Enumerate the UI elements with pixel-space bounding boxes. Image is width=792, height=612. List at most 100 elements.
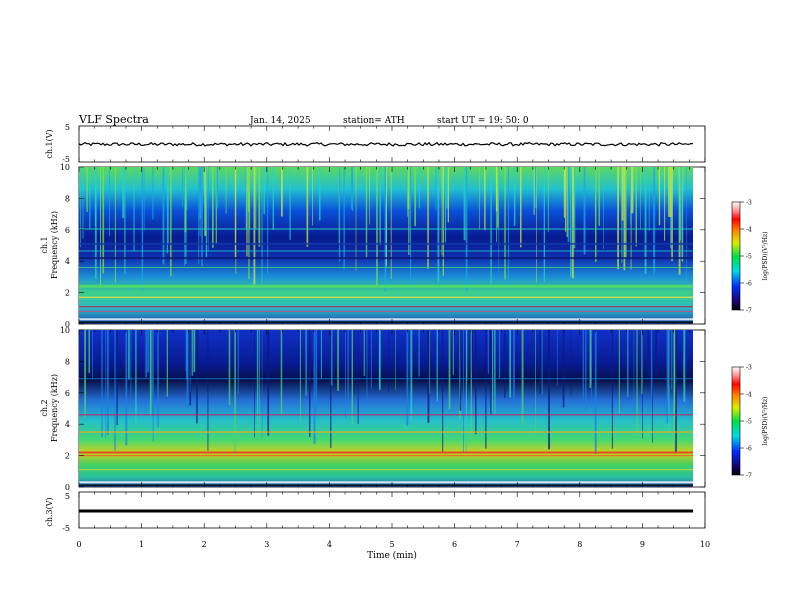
spectrogram-streak [410,167,412,290]
spectrogram-streak [379,167,381,246]
spectrogram-band [79,296,693,299]
spectrogram-streak [470,330,472,441]
spectrogram-streak [254,330,255,438]
spectrogram-streak [186,330,189,408]
spectrogram-streak [122,167,125,218]
spectrogram-streak [351,167,354,211]
spectrogram-streak [465,330,467,453]
spectrogram-streak [668,330,670,438]
spectrogram-streak [648,167,650,231]
spectrogram-streak [319,167,321,221]
ch1-waveform-panel: 5 -5 ch.1(V) [45,123,706,164]
spectrogram-streak [378,330,380,388]
spectrogram-streak [261,330,263,437]
spectrogram-streak [447,167,449,223]
spectrogram-streak [520,167,522,248]
x-tick-label: 8 [577,540,582,549]
spectrogram-streak [565,167,567,232]
figure-title: VLF Spectra [78,113,149,126]
x-tick-label: 5 [389,540,394,549]
spectrogram-streak [495,167,498,212]
spectrogram-band [79,378,693,380]
spectrogram-band [79,228,693,230]
spectrogram-streak [330,330,333,386]
x-tick-label: 1 [139,540,144,549]
spectrogram-streak [492,330,494,411]
spectrogram-streak [536,167,537,283]
spectrogram-band [79,310,693,312]
spectrogram-streak [658,167,661,225]
spectrogram-streak [267,167,269,275]
spectrogram-streak [406,330,409,426]
spectrogram-streak [199,167,202,219]
spectrogram-streak [212,167,214,248]
spectrogram-streak [166,330,168,397]
spectrogram-streak [567,167,570,242]
spectrogram-streak [497,167,499,228]
spectrogram-streak [513,167,516,226]
spectrogram-streak [351,330,353,426]
spectrogram-streak [463,330,464,453]
spectrogram-streak [466,330,468,382]
spectrogram-streak [573,167,576,249]
spectrogram-streak [182,167,184,207]
ch3-waveform-panel: 5 -5 ch.3(V) [45,491,706,533]
spectrogram-streak [185,330,188,372]
spectrogram-streak [595,167,597,262]
spectrogram-streak [228,330,231,405]
ch1-ytick-bottom: -5 [62,155,70,164]
spectrogram-streak [683,330,686,402]
spectrogram-streak [548,330,550,450]
spectrogram-streak [594,330,597,454]
colorbar-tick-label: -3 [746,200,752,207]
x-tick-label: 9 [640,540,645,549]
spectrogram-band [79,306,693,308]
spectrogram-streak [570,330,572,397]
y-tick-label: 8 [65,357,70,366]
spectrogram-streak [376,167,378,286]
spectrogram-streak [363,330,365,376]
spectrogram-streak [89,167,91,230]
spectrogram-streak [418,330,420,377]
spectrogram-streak [207,330,209,451]
spectrogram-streak [427,167,429,269]
spectrogram-streak [312,167,313,226]
x-tick-label: 0 [76,540,81,549]
colorbar-tick-label: -4 [746,392,752,399]
spectrogram-streak [198,167,200,264]
spectrogram-streak [572,167,574,279]
ch2-spec-ylabel-freq: Frequency (kHz) [50,374,59,442]
spectrogram-streak [320,330,322,379]
spectrogram-streak [539,330,542,394]
spectrogram-streak [446,167,448,209]
spectrogram-streak [494,330,496,415]
spectrogram-band [79,257,693,260]
spectrogram-streak [386,167,387,266]
spectrogram-streak [582,330,584,400]
spectrogram-streak [647,330,650,376]
spectrogram-band [79,484,693,487]
spectrogram-streak [669,167,672,217]
y-tick-label: 8 [65,194,70,203]
spectrogram-streak [309,330,311,438]
spectrogram-streak [168,167,169,244]
spectrogram-streak [598,167,600,226]
spectrogram-streak [507,167,509,287]
ch1-spec-ylabel-channel: ch.1 [40,236,49,253]
spectrogram-streak [671,330,673,390]
spectrogram-streak [193,330,196,372]
ch1-spec-ylabel-freq: Frequency (kHz) [50,211,59,279]
spectrogram-streak [147,330,150,373]
spectrogram-streak [280,330,283,415]
spectrogram-streak [351,167,353,209]
ch1-spectrogram-yticks: 0 2 4 6 8 10 [60,163,705,329]
spectrogram-streak [521,330,524,426]
spectrogram-streak [315,330,318,412]
spectrogram-streak [196,330,198,424]
ch1-colorbar-label: log(PSD)(V²/Hz) [762,232,769,281]
spectrogram-streak [621,167,624,221]
spectrogram-streak [541,330,543,395]
colorbar-tick-label: -6 [746,446,752,453]
spectrogram-streak [640,167,641,230]
spectrogram-streak [671,167,673,262]
